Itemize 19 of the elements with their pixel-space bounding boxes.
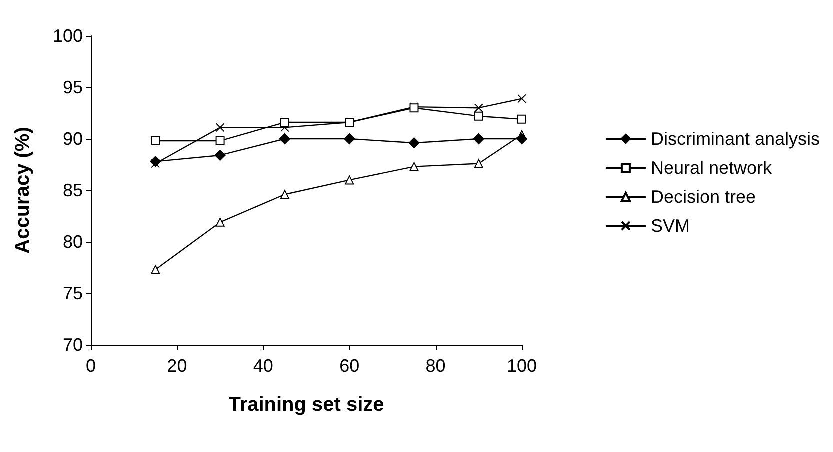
x-tick-label: 60 bbox=[340, 356, 360, 376]
y-tick-label: 75 bbox=[62, 284, 83, 304]
y-tick-label: 90 bbox=[62, 129, 83, 149]
legend-label: SVM bbox=[650, 216, 690, 236]
y-tick-label: 100 bbox=[52, 26, 83, 46]
x-axis-title: Training set size bbox=[228, 394, 384, 416]
y-tick-label: 95 bbox=[62, 78, 83, 98]
x-tick-label: 20 bbox=[167, 356, 188, 376]
legend-label: Discriminant analysis bbox=[650, 129, 820, 149]
x-tick-label: 80 bbox=[426, 356, 446, 376]
x-tick-label: 40 bbox=[253, 356, 274, 376]
y-tick-label: 70 bbox=[62, 335, 83, 355]
y-tick-label: 80 bbox=[62, 232, 83, 252]
y-axis-title: Accuracy (%) bbox=[12, 127, 34, 254]
x-tick-label: 0 bbox=[86, 356, 96, 376]
legend-label: Decision tree bbox=[650, 187, 756, 207]
x-tick-label: 100 bbox=[506, 356, 538, 376]
legend-label: Neural network bbox=[650, 158, 774, 178]
y-tick-label: 85 bbox=[62, 180, 83, 200]
